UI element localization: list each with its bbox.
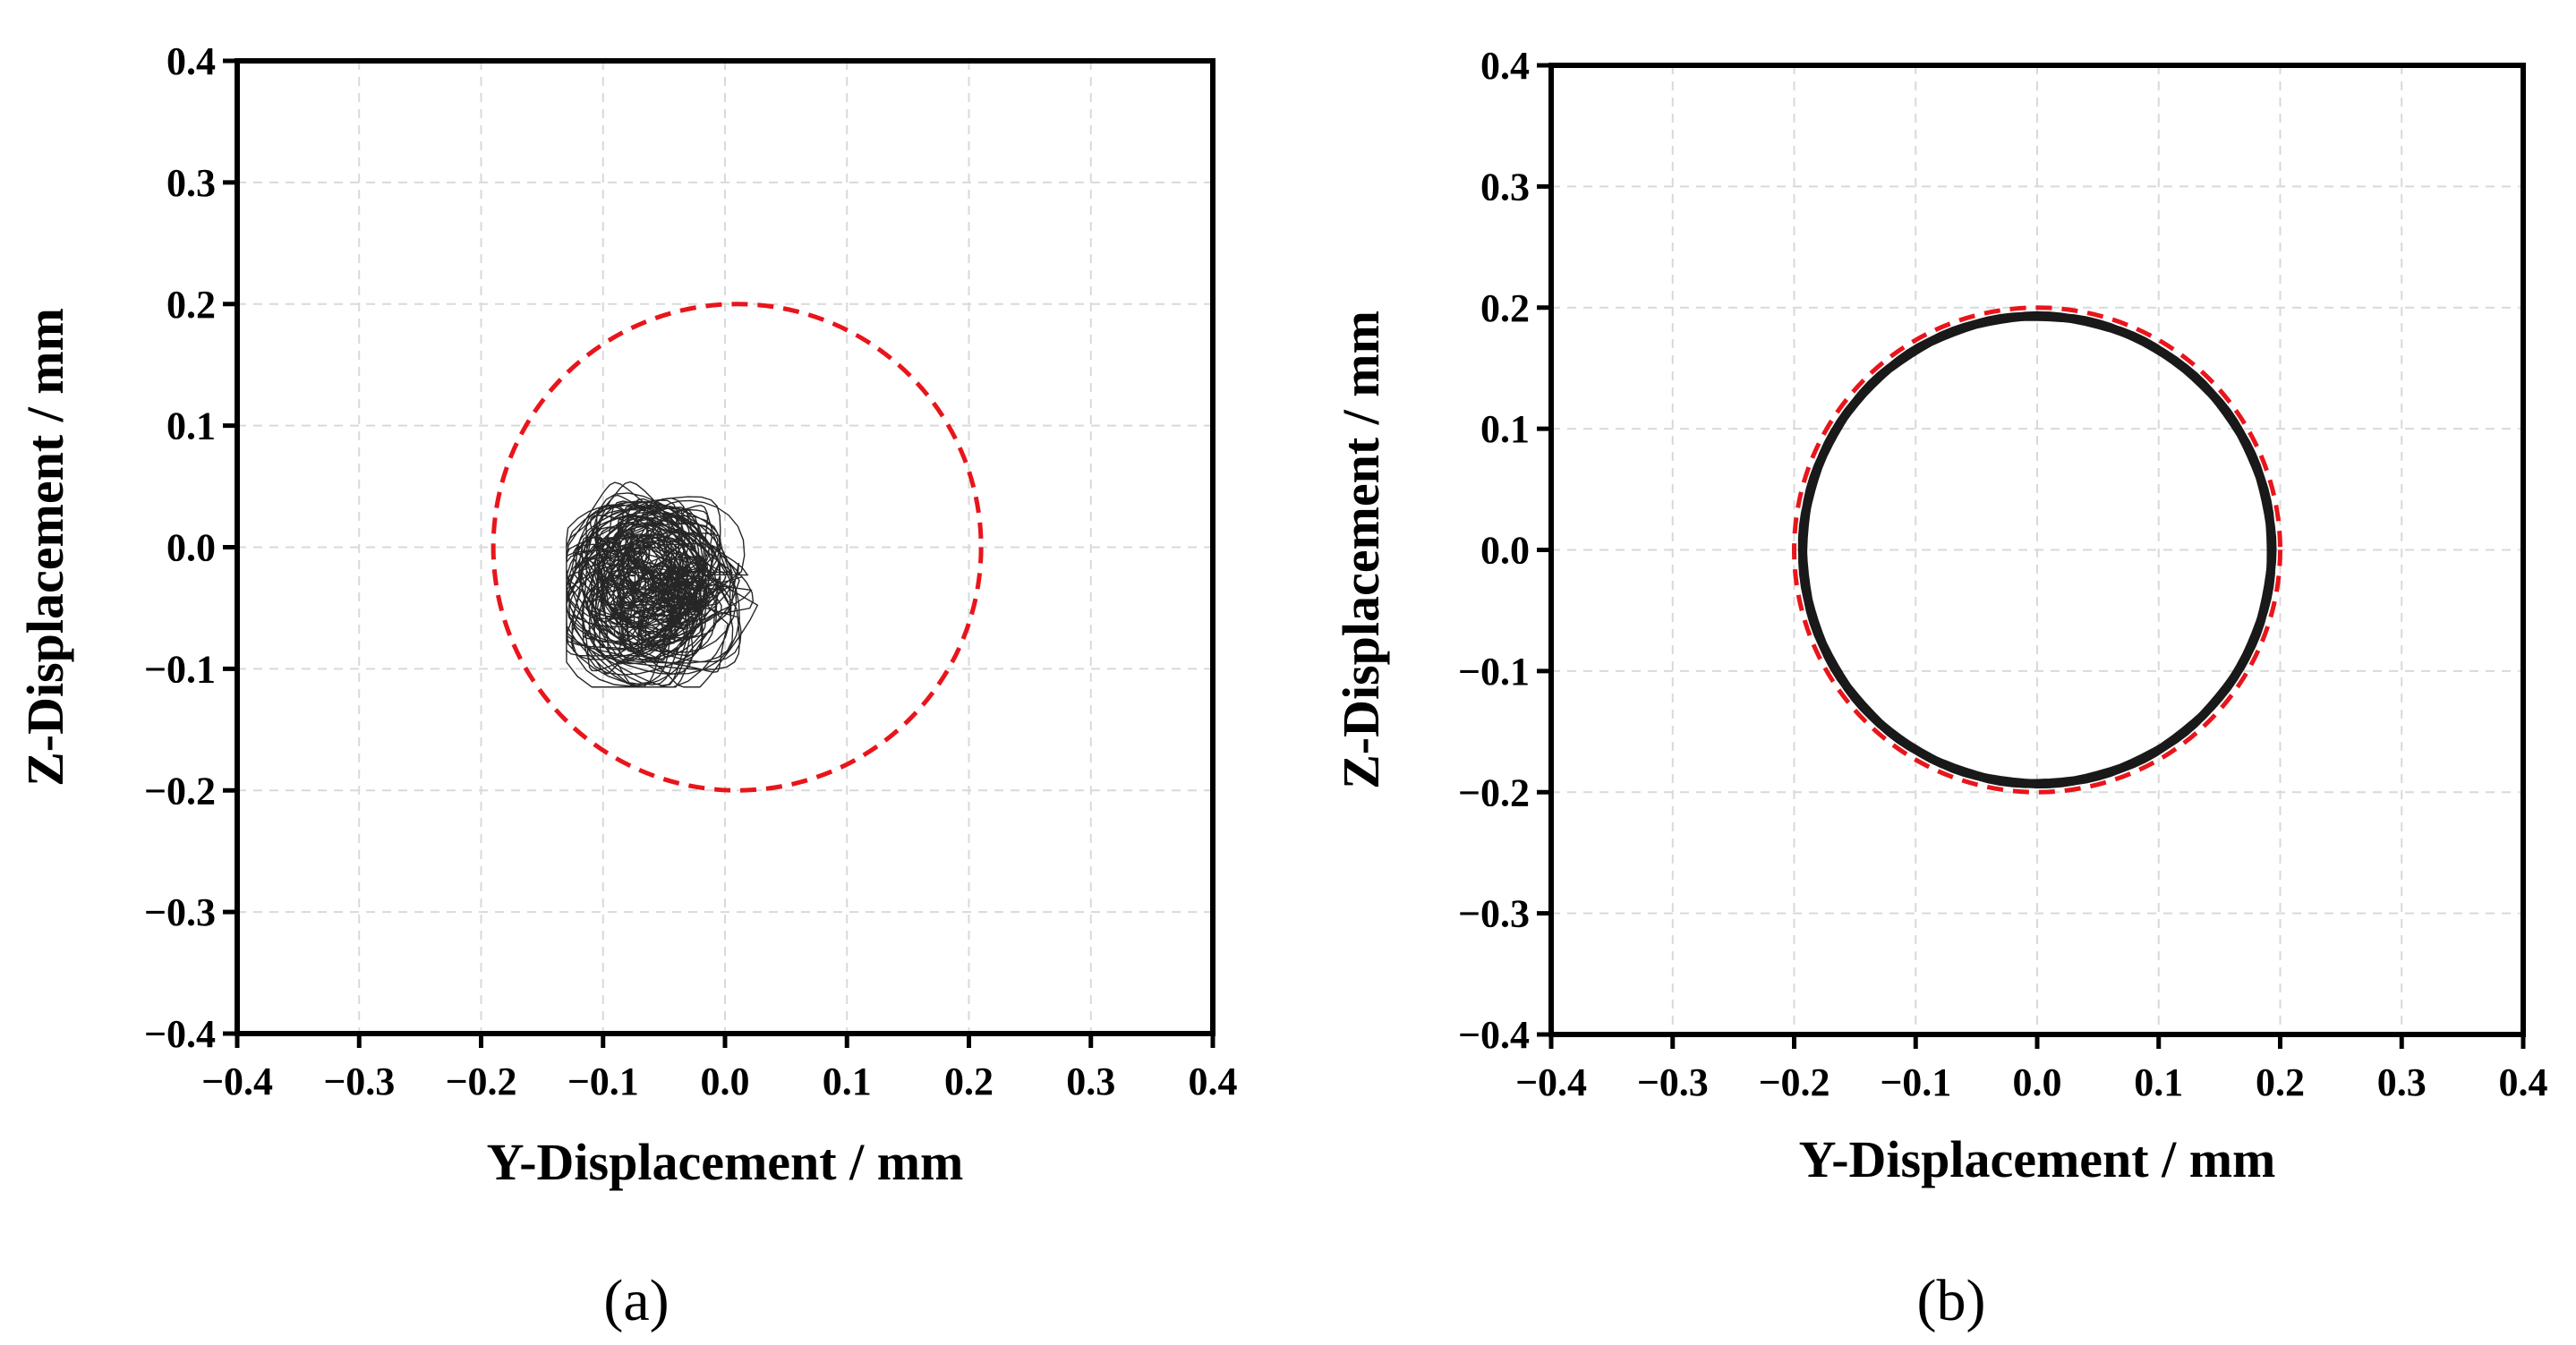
y-tick-label: 0.4: [1480, 44, 1530, 88]
x-axis-title: Y-Displacement / mm: [1799, 1130, 2276, 1188]
y-axis-title: Z-Displacement / mm: [1332, 311, 1390, 789]
x-tick-label: −0.2: [445, 1060, 516, 1103]
y-tick-label: −0.3: [144, 890, 216, 934]
x-tick-label: 0.1: [2134, 1060, 2183, 1104]
x-tick-label: 0.3: [2377, 1060, 2427, 1104]
y-axis-title: Z-Displacement / mm: [16, 308, 74, 787]
y-tick-label: −0.4: [1458, 1013, 1530, 1057]
chart-panel-b: −0.4 −0.3 −0.2 −0.1 0.0 0.1 0.2 0.3 0.4 −0.4 −0.3…: [1332, 44, 2548, 1333]
x-tick-label: −0.2: [1758, 1060, 1830, 1104]
y-tick-label: −0.1: [144, 647, 216, 691]
clearance-circle: [1792, 305, 2282, 795]
orbit-trace: [566, 481, 759, 688]
plot-series: [490, 302, 984, 793]
y-tick-label: −0.1: [1458, 650, 1530, 694]
x-tick-label: 0.4: [1189, 1060, 1238, 1103]
x-tick-label: −0.4: [201, 1060, 273, 1103]
y-tick-label: 0.2: [166, 283, 216, 327]
x-tick-label: 0.4: [2499, 1060, 2548, 1104]
y-axis-ticks: −0.4 −0.3 −0.2 −0.1 0.0 0.1 0.2 0.3 0.4: [1458, 44, 1551, 1057]
orbit-trace: [1797, 311, 2277, 789]
x-tick-label: 0.0: [2013, 1060, 2062, 1104]
x-axis-ticks: −0.4 −0.3 −0.2 −0.1 0.0 0.1 0.2 0.3 0.4: [201, 1034, 1238, 1103]
x-tick-label: −0.3: [1637, 1060, 1709, 1104]
x-axis-title: Y-Displacement / mm: [487, 1133, 964, 1191]
x-tick-label: 0.0: [701, 1060, 750, 1103]
x-tick-label: 0.1: [823, 1060, 872, 1103]
y-axis-ticks: −0.4 −0.3 −0.2 −0.1 0.0 0.1 0.2 0.3 0.4: [144, 39, 237, 1056]
x-tick-label: −0.4: [1515, 1060, 1587, 1104]
y-tick-label: 0.1: [166, 404, 216, 448]
x-tick-label: −0.3: [323, 1060, 395, 1103]
grid-lines: [237, 61, 1213, 1034]
x-tick-label: −0.1: [1880, 1060, 1951, 1104]
y-tick-label: 0.1: [1480, 407, 1530, 451]
panel-caption-b: (b): [1917, 1268, 1986, 1333]
chart-panel-a: −0.4 −0.3 −0.2 −0.1 0.0 0.1 0.2 0.3 0.4 −0.4 −0.3…: [16, 39, 1238, 1333]
plot-series: [1792, 305, 2282, 795]
clearance-circle: [490, 302, 984, 793]
panel-caption-a: (a): [603, 1268, 669, 1333]
y-tick-label: 0.0: [1480, 529, 1530, 573]
x-axis-ticks: −0.4 −0.3 −0.2 −0.1 0.0 0.1 0.2 0.3 0.4: [1515, 1034, 2548, 1104]
y-tick-label: −0.2: [1458, 770, 1530, 814]
y-tick-label: 0.0: [166, 526, 216, 570]
x-tick-label: −0.1: [567, 1060, 639, 1103]
grid-lines: [1551, 65, 2523, 1034]
y-tick-label: −0.3: [1458, 892, 1530, 936]
x-tick-label: 0.2: [944, 1060, 994, 1103]
y-tick-label: −0.2: [144, 769, 216, 813]
y-tick-label: 0.4: [166, 39, 216, 83]
y-tick-label: 0.2: [1480, 286, 1530, 330]
y-tick-label: −0.4: [144, 1012, 216, 1056]
y-tick-label: 0.3: [166, 161, 216, 205]
y-tick-label: 0.3: [1480, 165, 1530, 209]
x-tick-label: 0.2: [2256, 1060, 2305, 1104]
x-tick-label: 0.3: [1066, 1060, 1115, 1103]
